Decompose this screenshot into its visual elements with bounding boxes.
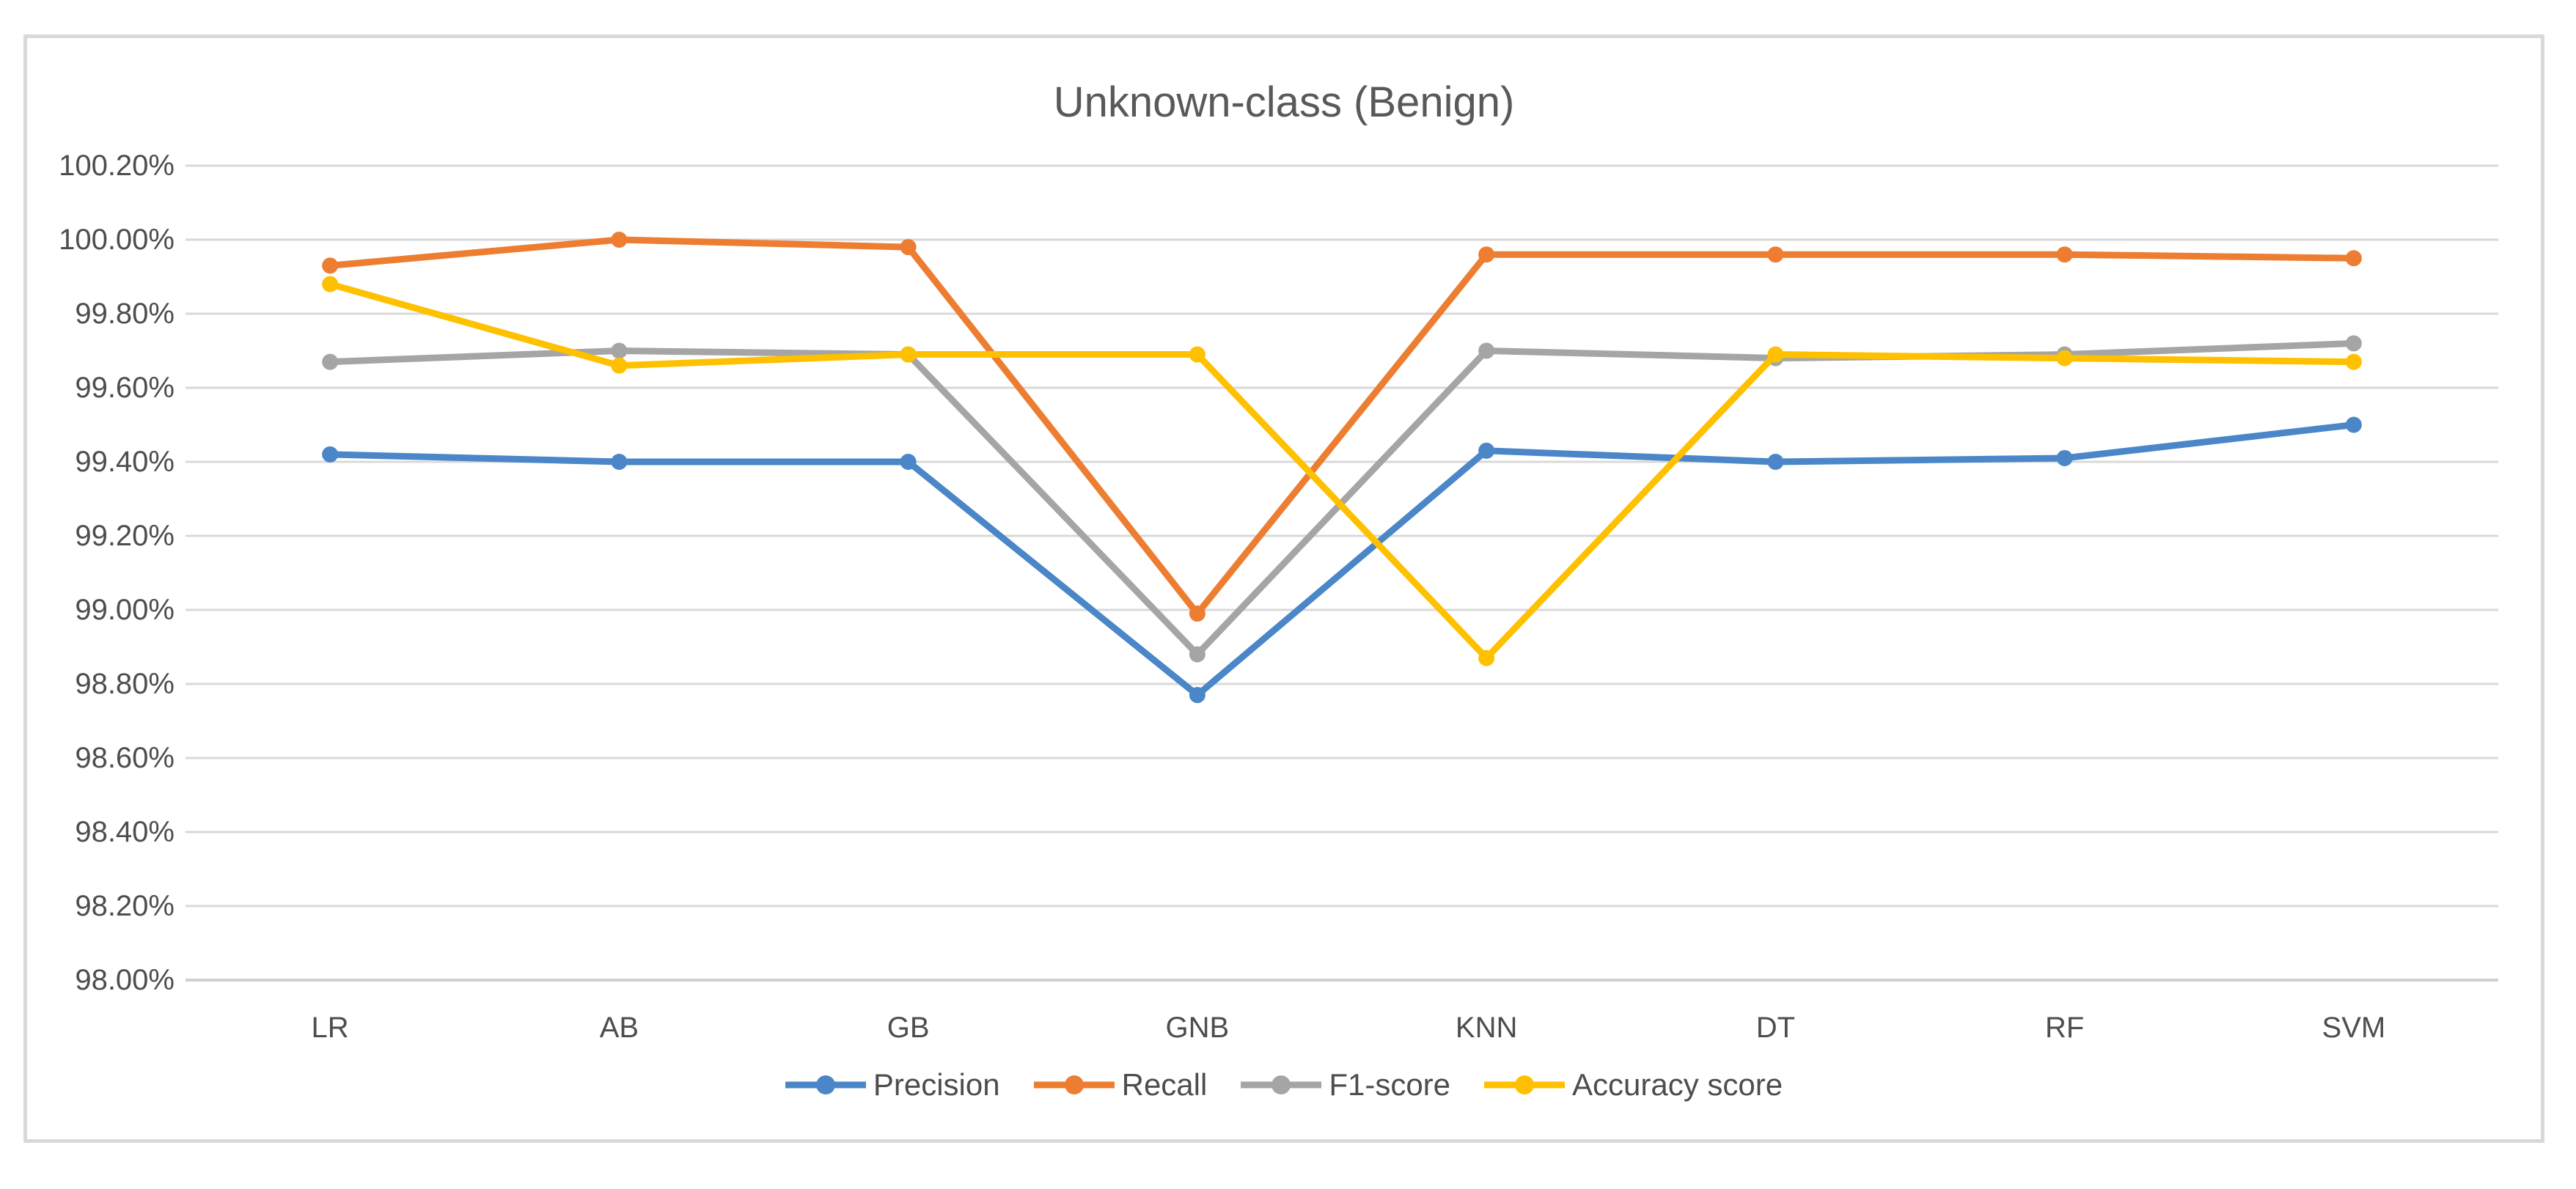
x-tick-label: AB <box>599 1012 639 1044</box>
data-point-marker <box>611 454 628 470</box>
y-tick-label: 98.60% <box>75 742 175 774</box>
x-tick-label: SVM <box>2322 1012 2386 1044</box>
y-tick-label: 99.40% <box>75 446 175 478</box>
series-line-f1-score <box>326 339 2357 658</box>
data-point-marker <box>1767 346 1784 363</box>
x-tick-label: LR <box>311 1012 349 1044</box>
data-point-marker <box>322 257 339 274</box>
y-tick-label: 100.20% <box>59 150 175 182</box>
legend-label: Recall <box>1121 1067 1208 1102</box>
data-point-marker <box>1478 342 1495 359</box>
data-point-marker <box>900 346 917 363</box>
x-tick-label: KNN <box>1455 1012 1518 1044</box>
data-point-marker <box>322 446 339 463</box>
y-tick-label: 98.80% <box>75 668 175 700</box>
series-line-recall <box>326 236 2357 617</box>
legend-key-icon <box>785 1075 866 1094</box>
x-tick-label: GB <box>887 1012 930 1044</box>
data-point-marker <box>1478 442 1495 459</box>
data-point-marker <box>322 353 339 370</box>
legend-key-icon <box>1241 1075 1322 1094</box>
y-tick-label: 98.20% <box>75 890 175 922</box>
chart-title: Unknown-class (Benign) <box>1053 78 1515 126</box>
y-tick-label: 100.00% <box>59 224 175 256</box>
data-point-marker <box>611 342 628 359</box>
legend-item-recall: Recall <box>1033 1067 1208 1103</box>
legend-key-icon <box>1484 1075 1566 1094</box>
data-point-marker <box>2056 350 2073 367</box>
legend-item-precision: Precision <box>785 1067 1000 1103</box>
series-line-precision <box>326 422 2357 699</box>
data-point-marker <box>2056 246 2073 263</box>
legend-key-icon <box>1033 1075 1115 1094</box>
data-point-marker <box>1189 646 1206 663</box>
series-line-accuracy-score <box>326 281 2357 662</box>
data-point-marker <box>1189 687 1206 704</box>
y-tick-label: 99.20% <box>75 520 175 552</box>
data-point-marker <box>1767 454 1784 470</box>
y-tick-label: 99.00% <box>75 594 175 626</box>
data-point-marker <box>1189 605 1206 622</box>
data-point-marker <box>2345 250 2362 267</box>
data-point-marker <box>1767 246 1784 263</box>
x-tick-label: RF <box>2044 1012 2085 1044</box>
y-tick-label: 98.00% <box>75 964 175 996</box>
data-point-marker <box>2345 416 2362 433</box>
x-tick-label: DT <box>1755 1012 1796 1044</box>
chart-frame <box>23 34 2544 1143</box>
data-point-marker <box>322 276 339 292</box>
x-tick-label: GNB <box>1165 1012 1230 1044</box>
data-point-marker <box>2345 353 2362 370</box>
data-point-marker <box>1478 649 1495 666</box>
data-point-marker <box>900 239 917 256</box>
data-point-marker <box>2345 335 2362 352</box>
legend-item-accuracy-score: Accuracy score <box>1484 1067 1783 1103</box>
data-point-marker <box>611 357 628 374</box>
y-tick-label: 99.80% <box>75 298 175 330</box>
y-tick-label: 98.40% <box>75 816 175 848</box>
data-point-marker <box>1189 346 1206 363</box>
legend-item-f1-score: F1-score <box>1241 1067 1450 1103</box>
legend-label: Precision <box>873 1067 1000 1102</box>
legend-label: Accuracy score <box>1572 1067 1783 1102</box>
data-point-marker <box>2056 449 2073 466</box>
data-point-marker <box>900 454 917 470</box>
legend-label: F1-score <box>1329 1067 1451 1102</box>
data-point-marker <box>611 232 628 248</box>
data-point-marker <box>1478 246 1495 263</box>
legend: Precision Recall F1-score Accuracy score <box>23 1064 2544 1105</box>
y-tick-label: 99.60% <box>75 372 175 404</box>
